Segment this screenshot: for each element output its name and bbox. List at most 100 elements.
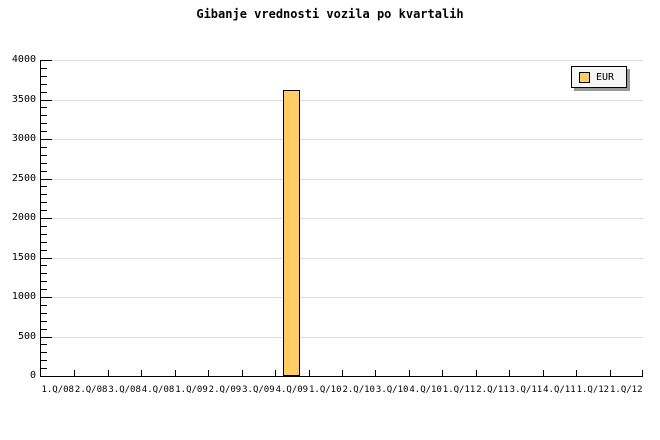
y-minor-tick	[41, 147, 47, 148]
y-tick-label: 500	[17, 331, 36, 342]
y-minor-tick	[41, 360, 47, 361]
x-tick	[309, 370, 310, 376]
y-minor-tick	[41, 265, 47, 266]
plot-area: EUR	[40, 60, 643, 377]
x-tick-label: 1.Q/12	[610, 385, 643, 395]
y-minor-tick	[41, 313, 47, 314]
gridline	[41, 60, 643, 61]
y-axis-labels: 0 500 1000 1500 2000 2500 3000 3500 4000	[0, 0, 36, 440]
y-tick-label: 2000	[11, 212, 36, 223]
x-tick-label: 4.Q/08	[141, 385, 175, 395]
x-tick-label: 1.Q/11	[442, 385, 476, 395]
y-minor-tick	[41, 194, 47, 195]
gridline	[41, 297, 643, 298]
y-minor-tick	[41, 226, 47, 227]
y-minor-tick	[41, 344, 47, 345]
gridline	[41, 100, 643, 101]
y-tick-label: 4000	[11, 54, 36, 65]
x-tick	[642, 370, 643, 376]
x-tick	[509, 370, 510, 376]
x-tick	[175, 370, 176, 376]
y-major-tick	[41, 100, 52, 101]
y-major-tick	[41, 258, 52, 259]
y-minor-tick	[41, 281, 47, 282]
x-tick-label: 3.Q/11	[509, 385, 543, 395]
x-tick	[543, 370, 544, 376]
gridline	[41, 258, 643, 259]
gridline	[41, 139, 643, 140]
y-tick-label: 3000	[11, 133, 36, 144]
x-tick	[476, 370, 477, 376]
y-minor-tick	[41, 186, 47, 187]
x-tick	[610, 370, 611, 376]
y-tick-label: 1000	[11, 291, 36, 302]
y-minor-tick	[41, 115, 47, 116]
y-minor-tick	[41, 92, 47, 93]
x-tick-label: 3.Q/08	[108, 385, 141, 395]
x-tick-label: 2.Q/08	[74, 385, 108, 395]
legend-swatch-icon	[579, 71, 590, 83]
legend-label: EUR	[596, 71, 615, 83]
x-tick-label: 1.Q/09	[175, 385, 208, 395]
x-tick-label: 1.Q/12	[576, 385, 610, 395]
x-axis-labels: 1.Q/08 2.Q/08 3.Q/08 4.Q/08 1.Q/09 2.Q/09 3.Q/…	[41, 376, 643, 400]
x-tick	[74, 370, 75, 376]
y-minor-tick	[41, 242, 47, 243]
y-minor-tick	[41, 273, 47, 274]
legend-box: EUR	[571, 66, 627, 88]
x-tick-label: 2.Q/11	[476, 385, 509, 395]
x-tick	[342, 370, 343, 376]
y-major-tick	[41, 60, 52, 61]
chart-title: Gibanje vrednosti vozila po kvartalih	[196, 7, 464, 21]
y-minor-tick	[41, 321, 47, 322]
y-minor-tick	[41, 289, 47, 290]
gridline	[41, 337, 643, 338]
x-tick	[442, 370, 443, 376]
y-tick-label: 3500	[11, 94, 36, 105]
y-minor-tick	[41, 210, 47, 211]
y-minor-tick	[41, 68, 47, 69]
y-minor-tick	[41, 368, 47, 369]
x-tick	[275, 370, 276, 376]
y-minor-tick	[41, 171, 47, 172]
y-major-tick	[41, 179, 52, 180]
x-tick	[108, 370, 109, 376]
x-tick-label: 4.Q/11	[543, 385, 576, 395]
y-minor-tick	[41, 305, 47, 306]
y-minor-tick	[41, 76, 47, 77]
y-minor-tick	[41, 84, 47, 85]
y-major-tick	[41, 376, 52, 377]
x-tick	[576, 370, 577, 376]
x-tick	[409, 370, 410, 376]
x-tick-label: 3.Q/10	[375, 385, 409, 395]
y-major-tick	[41, 218, 52, 219]
y-minor-tick	[41, 155, 47, 156]
y-major-tick	[41, 297, 52, 298]
y-tick-label: 1500	[11, 252, 36, 263]
y-minor-tick	[41, 250, 47, 251]
x-tick-label: 1.Q/08	[41, 385, 74, 395]
y-major-tick	[41, 139, 52, 140]
y-tick-label: 0	[29, 370, 36, 381]
x-tick-label: 2.Q/10	[342, 385, 375, 395]
x-tick	[208, 370, 209, 376]
y-tick-label: 2500	[11, 173, 36, 184]
x-tick	[375, 370, 376, 376]
y-major-tick	[41, 337, 52, 338]
y-minor-tick	[41, 352, 47, 353]
y-minor-tick	[41, 202, 47, 203]
y-minor-tick	[41, 131, 47, 132]
x-tick-label: 4.Q/10	[409, 385, 442, 395]
y-minor-tick	[41, 107, 47, 108]
x-tick-label: 3.Q/09	[242, 385, 275, 395]
y-minor-tick	[41, 329, 47, 330]
gridline	[41, 218, 643, 219]
gridline	[41, 179, 643, 180]
bar	[283, 90, 300, 376]
y-minor-tick	[41, 234, 47, 235]
y-minor-tick	[41, 123, 47, 124]
x-tick-label: 1.Q/10	[309, 385, 342, 395]
x-tick-label: 2.Q/09	[208, 385, 242, 395]
x-tick	[242, 370, 243, 376]
